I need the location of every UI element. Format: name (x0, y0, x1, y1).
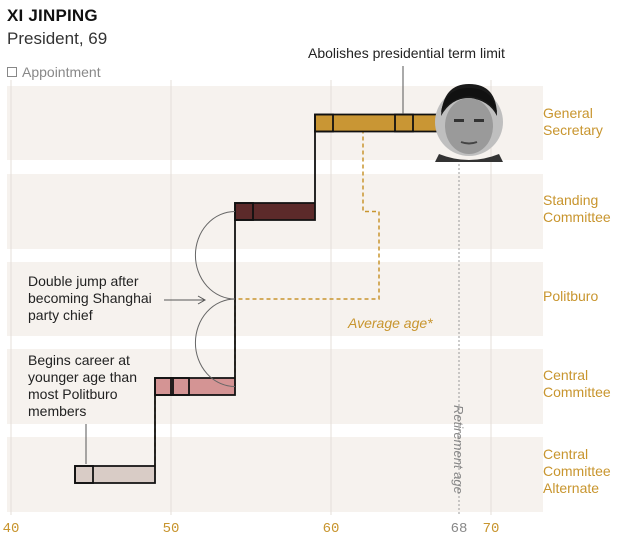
rank-label-line: Committee (543, 463, 611, 479)
rank-label-line: Committee (543, 209, 611, 225)
chart-subtitle: President, 69 (7, 29, 108, 48)
appointment-box (314, 113, 334, 133)
annotation-term-limit: Abolishes presidential term limit (308, 45, 505, 61)
x-tick-label: 70 (482, 521, 500, 537)
chart-title: XI JINPING (7, 6, 98, 25)
rank-label-general-secretary: General Secretary (543, 105, 625, 139)
x-tick-label: 50 (162, 521, 180, 537)
annotation-line: Double jump after (28, 273, 139, 289)
rank-label-line: Alternate (543, 480, 600, 496)
appointment-box (74, 465, 94, 484)
annotation-career-start: Begins career at younger age than most P… (28, 352, 158, 420)
appointment-box (170, 377, 190, 396)
double-jump-arc-upper (194, 211, 236, 300)
rank-band (7, 349, 543, 424)
rank-label-standing-committee: Standing Committee (543, 192, 625, 226)
career-bar (75, 466, 155, 483)
annotation-line: members (28, 403, 87, 419)
x-tick-label: 40 (2, 521, 20, 537)
x-tick-label: 68 (450, 521, 468, 537)
annotation-line: younger age than (28, 369, 137, 385)
rank-label-politburo: Politburo (543, 288, 625, 305)
appointment-legend-icon (7, 67, 17, 77)
double-jump-arc-lower (194, 298, 236, 387)
annotation-double-jump: Double jump after becoming Shanghai part… (28, 273, 168, 324)
rank-label-line: Standing (543, 192, 599, 208)
legend-appointment-label: Appointment (22, 64, 101, 80)
rank-label-line: Central (543, 367, 589, 383)
xi-jinping-portrait-icon (435, 84, 503, 162)
annotation-arrow (197, 295, 207, 305)
appointment-box (154, 377, 174, 396)
annotation-line: Begins career at (28, 352, 130, 368)
annotation-line: becoming Shanghai (28, 290, 152, 306)
rank-label-line: Central (543, 446, 589, 462)
rank-label-line: Politburo (543, 288, 599, 304)
x-tick-label: 60 (322, 521, 340, 537)
rank-label-line: General (543, 105, 593, 121)
retirement-age-label: Retirement age (451, 405, 466, 494)
career-bar (235, 203, 315, 220)
annotation-line: most Politburo (28, 386, 118, 402)
career-bar (155, 378, 235, 395)
rank-label-line: Secretary (543, 122, 603, 138)
legend-appointment: Appointment (7, 64, 101, 80)
rank-label-central-committee: Central Committee (543, 367, 625, 401)
rank-label-line: Committee (543, 384, 611, 400)
annotation-line: party chief (28, 307, 93, 323)
appointment-box (394, 113, 414, 133)
average-age-label: Average age* (348, 315, 433, 331)
rank-label-central-committee-alternate: Central Committee Alternate (543, 446, 625, 497)
